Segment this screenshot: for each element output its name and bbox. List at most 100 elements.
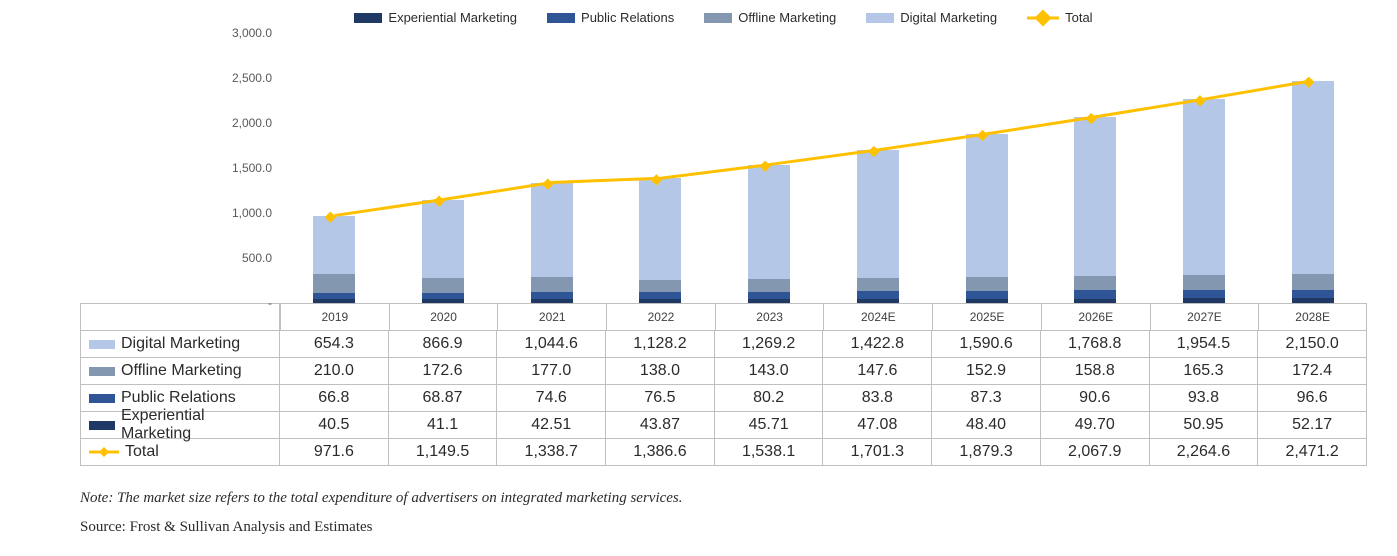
total-line-layer (280, 33, 1367, 303)
right-body: 201920202021202220232024E2025E2026E2027E… (280, 33, 1367, 466)
total-line-marker (977, 130, 988, 141)
total-line-marker (1303, 77, 1314, 88)
table-cell: 2,067.9 (1041, 438, 1150, 466)
row-header-label: Experiential Marketing (121, 407, 279, 443)
row-header-swatch-icon (89, 421, 115, 430)
left-gutter: -500.01,000.01,500.02,000.02,500.03,000.… (80, 33, 280, 466)
y-tick-label: 1,000.0 (232, 206, 272, 220)
legend-label: Public Relations (581, 10, 674, 25)
table-row-header: Digital Marketing (80, 330, 280, 357)
table-cell: 177.0 (497, 357, 606, 384)
legend-label: Digital Marketing (900, 10, 997, 25)
table-cell: 1,338.7 (497, 438, 606, 466)
table-cell: 1,879.3 (932, 438, 1041, 466)
x-category-label: 2023 (715, 304, 824, 330)
note-text: Note: The market size refers to the tota… (80, 484, 1367, 513)
table-column: 1,044.6177.074.642.511,338.7 (497, 330, 606, 466)
table-cell: 1,768.8 (1041, 330, 1150, 357)
table-cell: 87.3 (932, 384, 1041, 411)
table-header-spacer (80, 303, 280, 330)
x-category-label: 2024E (823, 304, 932, 330)
legend-line-icon (1027, 13, 1059, 23)
table-column: 2,150.0172.496.652.172,471.2 (1258, 330, 1367, 466)
table-column: 1,768.8158.890.649.702,067.9 (1041, 330, 1150, 466)
table-cell: 138.0 (606, 357, 715, 384)
total-line-marker (759, 161, 770, 172)
total-line-marker (651, 174, 662, 185)
table-column: 1,954.5165.393.850.952,264.6 (1150, 330, 1259, 466)
table-cell: 158.8 (1041, 357, 1150, 384)
footnotes: Note: The market size refers to the tota… (80, 484, 1367, 541)
table-cell: 45.71 (715, 411, 824, 438)
table-cell: 93.8 (1150, 384, 1259, 411)
x-category-label: 2025E (932, 304, 1041, 330)
y-tick-label: 2,000.0 (232, 116, 272, 130)
y-axis: -500.01,000.01,500.02,000.02,500.03,000.… (80, 33, 280, 303)
legend-item: Digital Marketing (866, 10, 997, 25)
table-column: 1,128.2138.076.543.871,386.6 (606, 330, 715, 466)
x-category-label: 2021 (497, 304, 606, 330)
x-category-label: 2019 (280, 304, 389, 330)
row-header-label: Offline Marketing (121, 362, 242, 380)
table-cell: 1,386.6 (606, 438, 715, 466)
row-header-swatch-icon (89, 394, 115, 403)
row-header-label: Total (125, 443, 159, 461)
x-category-label: 2027E (1150, 304, 1259, 330)
table-cell: 2,264.6 (1150, 438, 1259, 466)
legend-swatch-icon (866, 13, 894, 23)
chart-block: -500.01,000.01,500.02,000.02,500.03,000.… (80, 33, 1367, 466)
table-cell: 68.87 (389, 384, 498, 411)
table-cell: 1,149.5 (389, 438, 498, 466)
table-row-headers: Digital MarketingOffline MarketingPublic… (80, 330, 280, 466)
table-cell: 172.4 (1258, 357, 1367, 384)
legend-swatch-icon (547, 13, 575, 23)
table-cell: 66.8 (280, 384, 389, 411)
total-line (334, 81, 1312, 216)
table-column: 1,269.2143.080.245.711,538.1 (715, 330, 824, 466)
data-table: 654.3210.066.840.5971.6866.9172.668.8741… (280, 330, 1367, 466)
table-cell: 1,269.2 (715, 330, 824, 357)
table-row-header: Offline Marketing (80, 357, 280, 384)
legend-item: Experiential Marketing (354, 10, 517, 25)
x-category-label: 2028E (1258, 304, 1367, 330)
table-cell: 165.3 (1150, 357, 1259, 384)
table-cell: 971.6 (280, 438, 389, 466)
table-cell: 48.40 (932, 411, 1041, 438)
source-text: Source: Frost & Sullivan Analysis and Es… (80, 513, 1367, 542)
plot-area (280, 33, 1367, 304)
legend-item: Offline Marketing (704, 10, 836, 25)
table-cell: 654.3 (280, 330, 389, 357)
legend-swatch-icon (704, 13, 732, 23)
total-line-marker (433, 196, 444, 207)
y-tick-label: 3,000.0 (232, 26, 272, 40)
table-cell: 152.9 (932, 357, 1041, 384)
row-header-label: Digital Marketing (121, 335, 240, 353)
legend-item: Public Relations (547, 10, 674, 25)
table-column: 654.3210.066.840.5971.6 (280, 330, 389, 466)
table-cell: 96.6 (1258, 384, 1367, 411)
table-cell: 40.5 (280, 411, 389, 438)
total-line-marker (542, 179, 553, 190)
total-line-marker (325, 212, 336, 223)
legend-item: Total (1027, 10, 1092, 25)
table-cell: 1,128.2 (606, 330, 715, 357)
table-cell: 83.8 (823, 384, 932, 411)
x-category-label: 2020 (389, 304, 498, 330)
table-cell: 49.70 (1041, 411, 1150, 438)
table-cell: 47.08 (823, 411, 932, 438)
row-header-swatch-icon (89, 340, 115, 349)
table-cell: 147.6 (823, 357, 932, 384)
table-cell: 1,044.6 (497, 330, 606, 357)
y-tick-label: 2,500.0 (232, 71, 272, 85)
table-cell: 1,590.6 (932, 330, 1041, 357)
table-cell: 80.2 (715, 384, 824, 411)
x-category-label: 2026E (1041, 304, 1150, 330)
y-tick-label: 1,500.0 (232, 161, 272, 175)
chart-figure: Experiential Marketing Public Relations Of… (0, 0, 1397, 556)
table-cell: 74.6 (497, 384, 606, 411)
table-cell: 2,150.0 (1258, 330, 1367, 357)
total-line-marker (1086, 113, 1097, 124)
table-column: 1,590.6152.987.348.401,879.3 (932, 330, 1041, 466)
x-category-label: 2022 (606, 304, 715, 330)
table-row-header: Experiential Marketing (80, 411, 280, 438)
